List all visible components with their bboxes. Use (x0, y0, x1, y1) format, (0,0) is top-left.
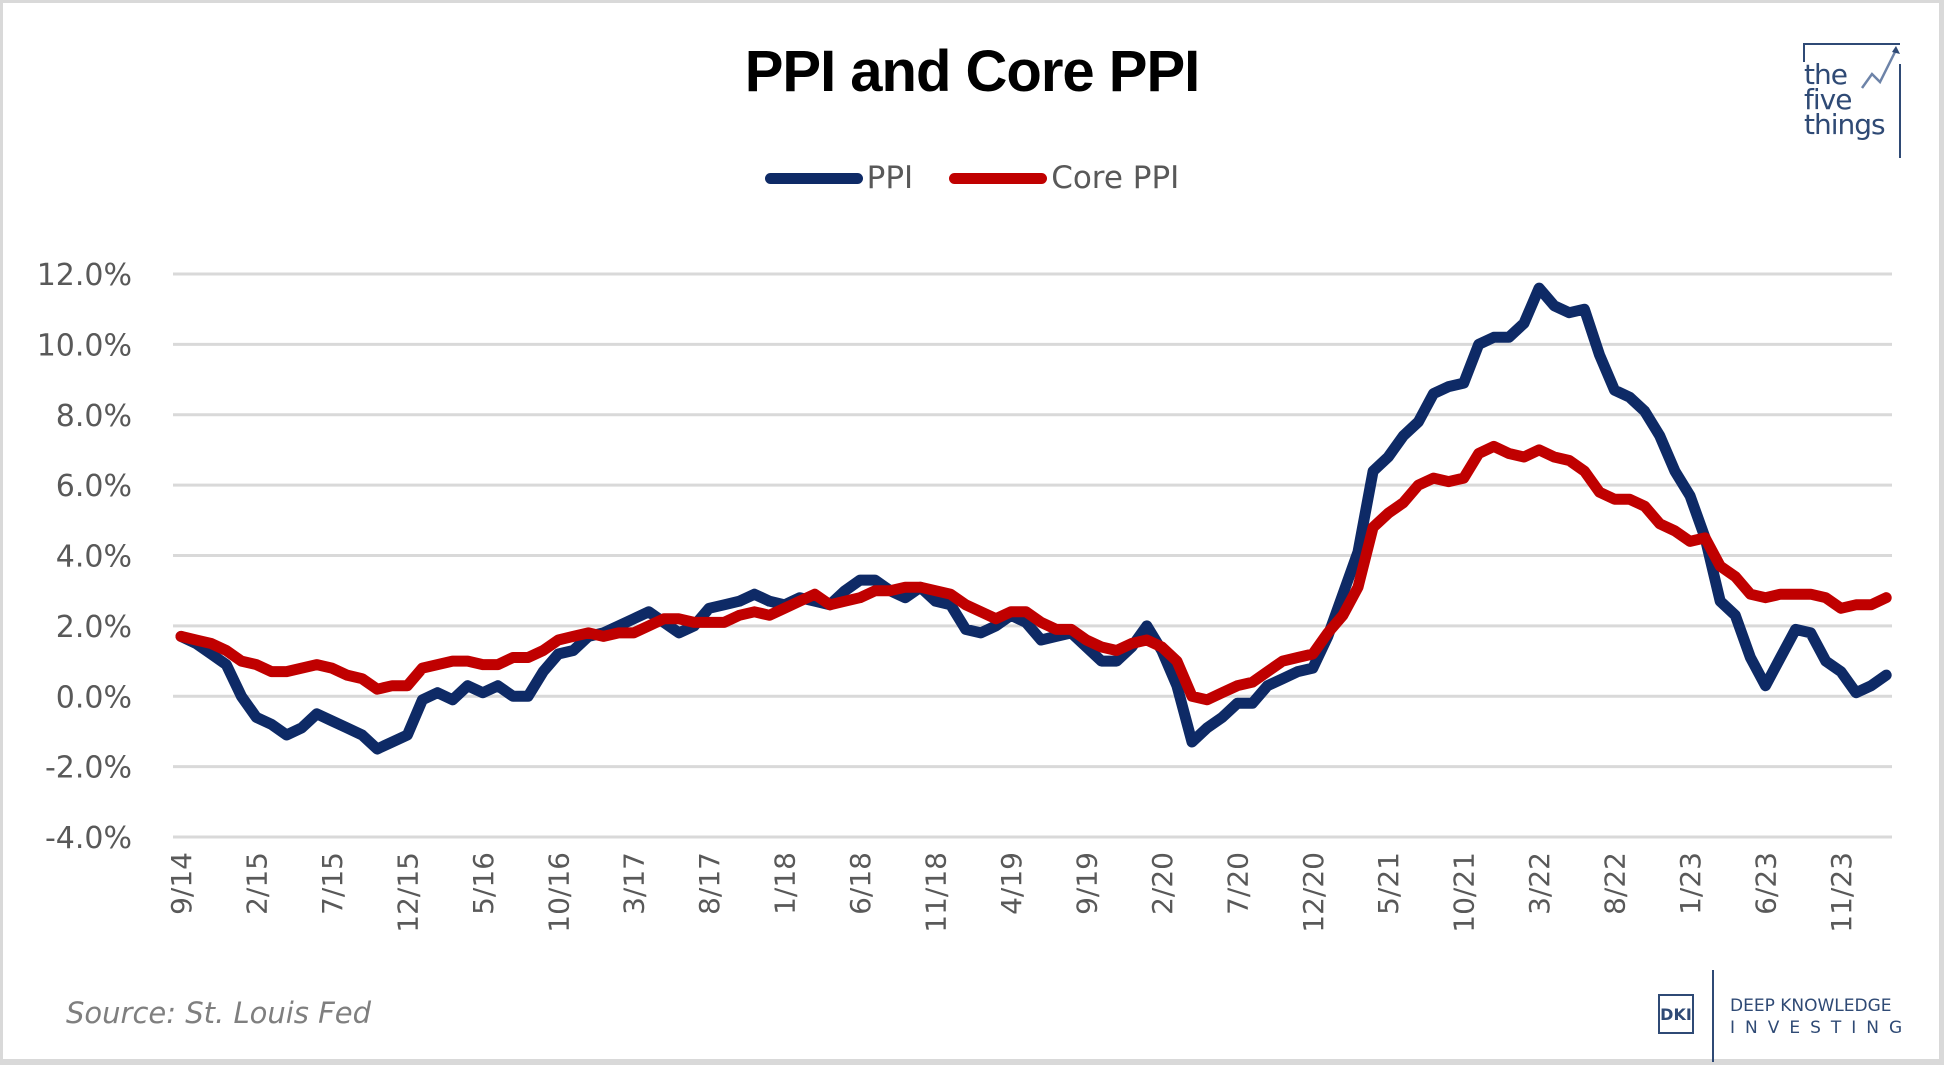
legend-swatch-core-ppi (949, 172, 1048, 184)
chart-title: PPI and Core PPI (744, 39, 1201, 104)
y-tick-label: -2.0% (45, 751, 132, 786)
the-five-things-logo: the five things (1800, 40, 1912, 160)
y-tick-label: 6.0% (56, 469, 132, 504)
y-tick-label: 2.0% (56, 610, 132, 645)
x-tick-label: 12/20 (1297, 852, 1330, 933)
dki-name-line1: DEEP KNOWLEDGE (1730, 996, 1892, 1016)
series-line-ppi (175, 282, 1892, 755)
y-axis-ticks: 12.0% 10.0% 8.0% 6.0% 4.0% 2.0% 0.0% -2.0% -4.0% (37, 258, 132, 856)
the-five-things-text: the five things (1804, 58, 1886, 141)
x-tick-label: 11/18 (920, 852, 953, 933)
y-tick-label: 10.0% (37, 328, 132, 363)
dki-name-line2: INVESTING (1730, 1018, 1913, 1038)
legend-item-ppi[interactable]: PPI (764, 160, 914, 196)
y-tick-label: 12.0% (37, 258, 132, 293)
dki-logo: DKI DEEP KNOWLEDGE INVESTING (1654, 968, 1944, 1063)
x-tick-label: 4/19 (995, 852, 1028, 915)
x-tick-label: 9/14 (165, 852, 198, 915)
x-tick-label: 2/20 (1146, 852, 1179, 915)
logo-frame-icon (1803, 43, 1901, 158)
dki-mark: DKI (1658, 994, 1694, 1034)
dki-divider (1712, 970, 1714, 1062)
legend-item-core-ppi[interactable]: Core PPI (949, 160, 1179, 196)
x-tick-label: 11/23 (1825, 852, 1858, 933)
legend-label-ppi: PPI (866, 160, 914, 196)
gridlines (173, 272, 1892, 839)
y-tick-label: -4.0% (45, 821, 132, 856)
x-tick-label: 10/21 (1448, 852, 1481, 933)
x-tick-label: 5/16 (467, 852, 500, 915)
x-tick-label: 3/22 (1523, 852, 1556, 915)
series-line-core-ppi (175, 440, 1892, 706)
x-tick-label: 1/18 (769, 852, 802, 915)
series-lines (175, 282, 1892, 755)
y-tick-label: 4.0% (56, 540, 132, 575)
x-tick-label: 12/15 (391, 852, 424, 933)
x-tick-label: 7/20 (1221, 852, 1254, 915)
y-tick-label: 8.0% (56, 399, 132, 434)
source-note: Source: St. Louis Fed (66, 996, 372, 1030)
x-tick-label: 7/15 (316, 852, 349, 915)
x-tick-label: 1/23 (1674, 852, 1707, 915)
legend-swatch-ppi (764, 172, 863, 184)
x-tick-label: 2/15 (240, 852, 273, 915)
legend: PPI Core PPI (0, 160, 1944, 196)
x-tick-label: 5/21 (1372, 852, 1405, 915)
x-tick-label: 3/17 (618, 852, 651, 915)
x-tick-label: 9/19 (1070, 852, 1103, 915)
x-tick-label: 6/23 (1749, 852, 1782, 915)
x-tick-label: 10/16 (542, 852, 575, 933)
y-tick-label: 0.0% (56, 680, 132, 715)
legend-label-core-ppi: Core PPI (1051, 160, 1180, 196)
x-tick-label: 8/17 (693, 852, 726, 915)
x-tick-label: 8/22 (1599, 852, 1632, 915)
x-axis-ticks: 9/14 2/15 7/15 12/15 5/16 10/16 3/17 8/17 1/18 6/… (165, 852, 1858, 933)
x-tick-label: 6/18 (844, 852, 877, 915)
